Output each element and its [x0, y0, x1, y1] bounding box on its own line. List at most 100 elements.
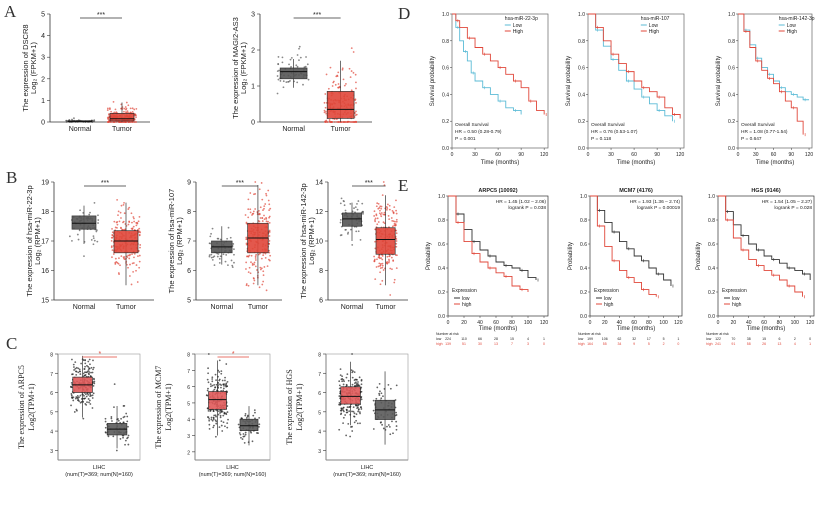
b2-point [208, 255, 211, 258]
e3-xtick-label-5: 100 [791, 320, 800, 326]
a2-point [277, 78, 280, 81]
b1-point [93, 201, 96, 204]
a2-point [331, 85, 334, 87]
b3-point [356, 202, 358, 205]
b1-point [95, 229, 98, 232]
c2-box-1 [239, 418, 259, 431]
b2-point [265, 289, 268, 292]
b2-point [245, 221, 248, 224]
a2-point [350, 47, 353, 50]
c1-point [93, 382, 96, 385]
b2-point [222, 253, 225, 256]
e3-risk-value: 0 [809, 337, 811, 341]
b3-point [379, 271, 381, 274]
b2-point [251, 264, 254, 266]
c3-point [351, 353, 353, 355]
e2-title: MCM7 (4176) [619, 188, 653, 194]
c3-point [342, 409, 345, 412]
e3-risk-value: 38 [747, 337, 751, 341]
c2-point [206, 407, 209, 410]
d3-xtick-label-4: 120 [805, 152, 814, 158]
c3-point [358, 411, 361, 413]
c2-point [211, 384, 214, 387]
b3-point [395, 232, 398, 235]
e2-ytick-label-3: 0.6 [580, 242, 587, 248]
b2-point [218, 257, 221, 260]
c2-point [220, 384, 223, 387]
a2-ytick-label-2: 2 [251, 48, 255, 55]
b2-point [268, 216, 270, 219]
c3-point [359, 422, 361, 425]
d2-xtick-label-1: 30 [608, 152, 614, 158]
c2-point [244, 414, 247, 417]
b1-point [138, 216, 141, 218]
c2-point [220, 424, 223, 427]
a2-box-1 [326, 91, 355, 119]
e2-risk-value: 2 [663, 342, 665, 346]
c1-point [74, 397, 77, 400]
a2-point [279, 80, 282, 82]
c1-point [71, 373, 74, 376]
c2-point [211, 378, 214, 380]
a2-xtick-label-0: Normal [282, 126, 305, 133]
c2-point [207, 381, 210, 384]
b3-point [343, 200, 345, 203]
b2-point [225, 254, 228, 256]
c1-point [93, 380, 96, 383]
c1-point [75, 373, 78, 376]
b2-point [267, 199, 270, 202]
b1-point [132, 270, 135, 273]
b1-point [97, 214, 99, 217]
c1-point [125, 412, 128, 415]
b2-point [259, 266, 262, 269]
c3-point [345, 409, 348, 411]
d3-stat-1: HR = 1.08 (0.77-1.54) [741, 129, 788, 135]
c2-point [222, 421, 225, 424]
c3-point [343, 380, 345, 383]
c2-point [207, 409, 210, 412]
b2-point [261, 198, 264, 201]
d1-ytick-label-0: 0.0 [442, 146, 449, 152]
c2-ytick-label-6: 8 [187, 353, 190, 359]
c2-point [227, 418, 229, 421]
c2-point [206, 416, 209, 418]
b3-point [377, 265, 380, 268]
b2-point [264, 256, 267, 259]
b1-point [120, 227, 122, 230]
e2-risk-label-1: high [578, 342, 585, 346]
c3-xcaption-counts: (num(T)=369; num(N)=160) [333, 472, 401, 478]
c3-point [378, 392, 381, 395]
b1-box-0 [71, 215, 97, 230]
a1-point [123, 107, 126, 110]
c3-point [351, 383, 354, 386]
a2-point [278, 69, 280, 72]
e1-risk-label-1: high [436, 342, 443, 346]
c1-point [92, 359, 94, 362]
b3-point [378, 257, 381, 260]
b1-point [117, 214, 119, 217]
c2-point [221, 430, 224, 432]
a1-ytick-label-2: 2 [41, 76, 45, 83]
c1-point [127, 434, 130, 437]
c2-point [217, 413, 220, 416]
c2-box-0 [208, 391, 227, 410]
e2-legend-label-1: high [604, 302, 614, 308]
c1-point [70, 394, 73, 397]
c2-point [212, 426, 215, 429]
e1-risk-value: 30 [478, 342, 482, 346]
c1-point [90, 371, 92, 374]
b2-point [216, 255, 219, 258]
b2-point [231, 266, 234, 269]
b3-point [379, 264, 382, 267]
c1-point [83, 371, 86, 374]
b1-point [116, 223, 119, 226]
c2-point [226, 405, 229, 407]
a2-point [346, 121, 349, 123]
a2-point [299, 56, 302, 59]
d3-xtick-label-1: 30 [753, 152, 759, 158]
c2-point [211, 376, 214, 379]
c2-point [219, 416, 222, 419]
b2-point [258, 220, 261, 223]
b2-point [245, 236, 248, 239]
b3-point [375, 214, 378, 217]
